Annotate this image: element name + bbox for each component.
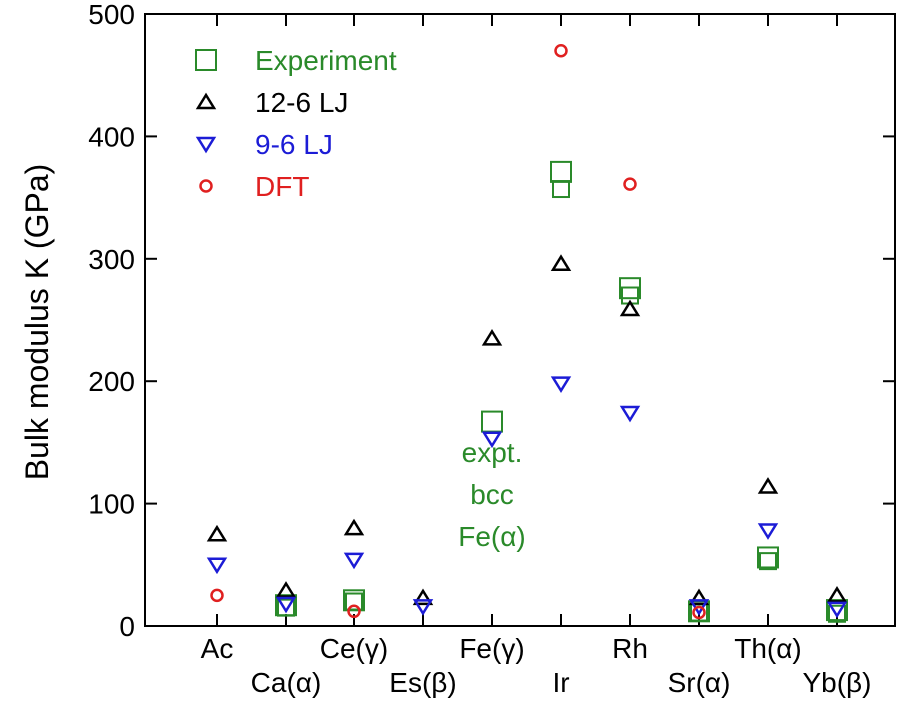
y-tick-label: 100 <box>88 489 135 520</box>
point-12-6-lj-th <box>757 477 779 494</box>
legend-marker-12-6-lj <box>195 92 217 110</box>
point-dft-rh <box>623 177 637 191</box>
point-9-6-lj-ac <box>206 557 228 575</box>
point-experiment-th <box>757 546 779 569</box>
legend-label-9-6-lj: 9-6 LJ <box>255 129 333 160</box>
x-tick-label-ac: Ac <box>201 633 234 664</box>
point-experiment-th <box>759 552 777 571</box>
legend: Experiment 12-6 LJ 9-6 LJ DFT <box>195 45 397 202</box>
legend-label-dft: DFT <box>255 171 309 202</box>
point-dft-ir <box>554 43 568 58</box>
point-experiment-yb <box>828 604 846 623</box>
point-9-6-lj-sr <box>688 599 710 616</box>
x-tick-label-ir: Ir <box>552 667 569 698</box>
y-tick-label: 400 <box>88 121 135 152</box>
point-9-6-lj-es <box>412 599 434 616</box>
plot-frame <box>144 13 896 627</box>
point-dft-ac <box>210 588 224 603</box>
point-9-6-lj-th <box>757 523 779 540</box>
point-experiment-yb <box>826 599 848 622</box>
annotation-line-3: Fe(α) <box>458 521 526 552</box>
legend-label-12-6-lj: 12-6 LJ <box>255 87 348 118</box>
point-12-6-lj-ce <box>343 518 365 536</box>
legend-label-experiment: Experiment <box>255 45 397 76</box>
point-experiment-ir <box>550 160 572 183</box>
y-axis-label-group: Bulk modulus K (GPa) <box>19 164 55 481</box>
point-experiment-ir <box>552 180 570 199</box>
annotation-line-2: bcc <box>470 479 514 510</box>
point-9-6-lj-ca <box>275 596 297 614</box>
point-dft-sr <box>692 605 706 620</box>
point-12-6-lj-fe <box>481 328 503 346</box>
legend-marker-dft <box>199 179 213 193</box>
point-12-6-lj-sr <box>688 588 710 606</box>
x-tick-label-fe: Fe(γ) <box>459 633 524 664</box>
point-9-6-lj-rh <box>619 405 641 423</box>
point-12-6-lj-ac <box>206 524 228 542</box>
y-tick-label: 300 <box>88 244 135 275</box>
annotation-line-1: expt. <box>462 437 523 468</box>
data-markers <box>206 43 848 623</box>
x-tick-label-sr: Sr(α) <box>668 667 731 698</box>
point-9-6-lj-ce <box>343 552 365 570</box>
x-tick-label-rh: Rh <box>612 633 648 664</box>
legend-marker-experiment <box>195 49 217 71</box>
point-12-6-lj-es <box>412 588 434 606</box>
x-tick-label-th: Th(α) <box>734 633 802 664</box>
y-tick-label: 500 <box>88 0 135 30</box>
x-tick-label-es: Es(β) <box>389 667 456 698</box>
x-tick-label-ce: Ce(γ) <box>320 633 388 664</box>
point-experiment-fe <box>481 410 503 433</box>
x-tick-label-yb: Yb(β) <box>802 667 871 698</box>
point-experiment-ce <box>343 589 365 612</box>
y-tick-label: 0 <box>119 611 135 642</box>
point-9-6-lj-fe <box>481 431 503 449</box>
point-9-6-lj-ir <box>550 376 572 394</box>
x-tick-label-ca: Ca(α) <box>251 667 322 698</box>
point-experiment-ca <box>275 594 297 617</box>
point-12-6-lj-yb <box>826 586 848 603</box>
annotations: expt. bcc Fe(α) <box>458 437 526 552</box>
point-experiment-ce <box>345 592 363 611</box>
point-9-6-lj-yb <box>826 601 848 619</box>
point-12-6-lj-ca <box>275 581 297 598</box>
y-ticks: 0 100 200 300 400 500 <box>88 0 895 642</box>
point-experiment-rh <box>619 277 641 300</box>
point-dft-ce <box>347 604 361 619</box>
legend-marker-9-6-lj <box>195 136 217 154</box>
y-tick-label: 200 <box>88 366 135 397</box>
y-axis-label: Bulk modulus K (GPa) <box>19 164 55 481</box>
point-12-6-lj-ir <box>550 254 572 271</box>
point-12-6-lj-rh <box>619 299 641 317</box>
